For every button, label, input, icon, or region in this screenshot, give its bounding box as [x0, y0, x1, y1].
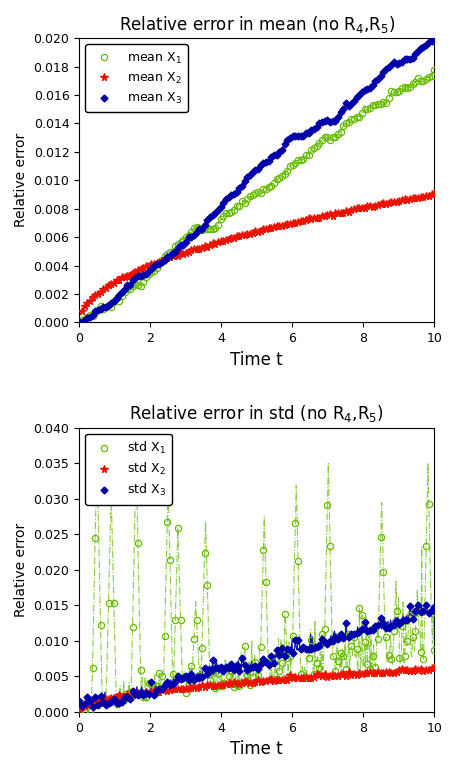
mean X$_3$ — [95, 305, 101, 314]
mean X$_3$ — [406, 54, 412, 63]
mean X$_3$ — [76, 318, 82, 327]
std X$_1$ — [409, 632, 415, 642]
X-axis label: Time t: Time t — [230, 350, 283, 369]
std X$_1$ — [95, 489, 101, 499]
std X$_2$ — [212, 682, 217, 691]
std X$_3$ — [430, 603, 436, 612]
std X$_3$ — [167, 680, 172, 689]
mean X$_1$ — [164, 249, 170, 259]
mean X$_2$ — [409, 193, 415, 202]
Y-axis label: Relative error: Relative error — [14, 523, 28, 617]
mean X$_2$ — [212, 239, 217, 248]
std X$_2$ — [164, 686, 170, 696]
mean X$_3$ — [153, 259, 159, 269]
Y-axis label: Relative error: Relative error — [14, 133, 28, 228]
std X$_1$ — [156, 669, 162, 678]
std X$_2$ — [430, 663, 436, 672]
std X$_3$ — [97, 691, 103, 700]
Legend: std X$_1$, std X$_2$, std X$_3$: std X$_1$, std X$_2$, std X$_3$ — [85, 434, 172, 505]
std X$_3$ — [409, 615, 415, 624]
Line: std X$_1$: std X$_1$ — [76, 491, 436, 715]
mean X$_1$ — [153, 263, 159, 273]
mean X$_2$ — [95, 290, 101, 299]
std X$_1$ — [215, 669, 220, 678]
Line: mean X$_2$: mean X$_2$ — [75, 190, 437, 327]
mean X$_1$ — [406, 82, 412, 91]
mean X$_2$ — [164, 254, 170, 263]
Line: std X$_3$: std X$_3$ — [76, 603, 435, 709]
mean X$_1$ — [95, 306, 101, 315]
Legend: mean X$_1$, mean X$_2$, mean X$_3$: mean X$_1$, mean X$_2$, mean X$_3$ — [85, 45, 187, 112]
Title: Relative error in mean (no R$_4$,R$_5$): Relative error in mean (no R$_4$,R$_5$) — [118, 14, 394, 35]
std X$_1$ — [76, 707, 82, 716]
mean X$_1$ — [76, 318, 82, 327]
mean X$_2$ — [76, 318, 82, 327]
std X$_3$ — [156, 685, 162, 694]
std X$_1$ — [108, 489, 114, 499]
mean X$_3$ — [430, 33, 436, 42]
mean X$_1$ — [430, 66, 436, 75]
std X$_2$ — [406, 667, 412, 676]
mean X$_2$ — [406, 194, 412, 203]
mean X$_3$ — [164, 252, 170, 262]
Line: mean X$_3$: mean X$_3$ — [76, 36, 435, 325]
X-axis label: Time t: Time t — [230, 740, 283, 758]
std X$_1$ — [167, 556, 172, 565]
std X$_2$ — [95, 697, 101, 706]
std X$_3$ — [90, 702, 95, 711]
std X$_3$ — [412, 606, 417, 615]
Line: mean X$_1$: mean X$_1$ — [76, 67, 436, 326]
Line: std X$_2$: std X$_2$ — [75, 664, 437, 715]
mean X$_1$ — [212, 223, 217, 232]
mean X$_1$ — [409, 80, 415, 89]
Title: Relative error in std (no R$_4$,R$_5$): Relative error in std (no R$_4$,R$_5$) — [129, 403, 383, 425]
std X$_2$ — [76, 706, 82, 716]
std X$_1$ — [430, 645, 436, 655]
std X$_1$ — [412, 626, 417, 635]
mean X$_2$ — [430, 189, 436, 198]
std X$_3$ — [76, 696, 82, 706]
mean X$_3$ — [409, 53, 415, 63]
mean X$_2$ — [153, 258, 159, 267]
std X$_3$ — [423, 601, 428, 610]
std X$_2$ — [409, 667, 415, 676]
std X$_3$ — [215, 664, 220, 673]
mean X$_3$ — [212, 208, 217, 217]
std X$_2$ — [153, 688, 159, 697]
